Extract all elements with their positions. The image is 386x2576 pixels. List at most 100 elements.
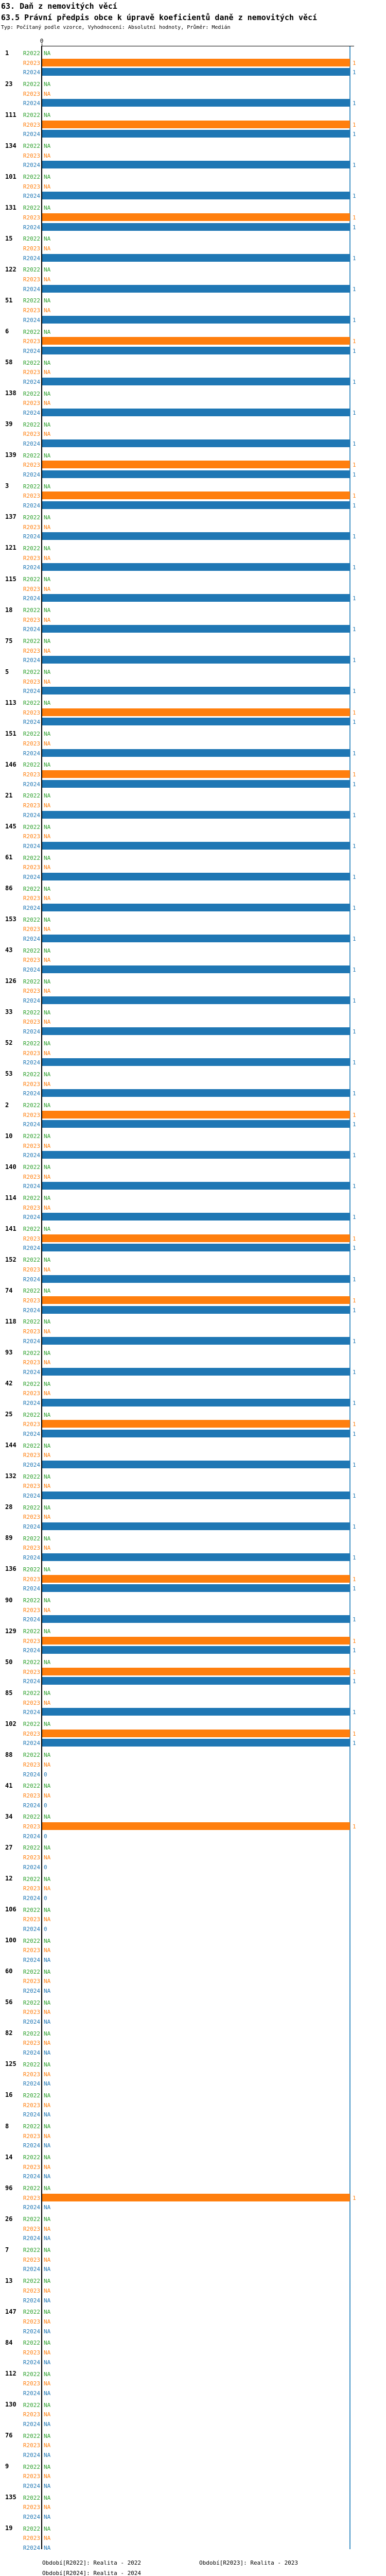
category-label: 10 (5, 1132, 13, 1140)
na-value-label: NA (44, 2040, 51, 2047)
bar-r2023 (42, 1667, 350, 1675)
bar-value-label: 1 (353, 709, 356, 716)
series-year-label: R2022 (23, 2525, 40, 2532)
category-label: 113 (5, 699, 16, 706)
na-value-label: NA (44, 926, 51, 933)
na-value-label: NA (44, 2092, 51, 2099)
category-label: 53 (5, 1070, 13, 1078)
bar-value-label: 1 (353, 1307, 356, 1314)
series-year-label: R2022 (23, 1783, 40, 1790)
series-year-label: R2024 (23, 440, 40, 447)
bar-r2024 (42, 934, 350, 942)
zero-value-label: 0 (44, 1802, 47, 1809)
bar-r2024 (42, 1336, 350, 1345)
bar-value-label: 1 (353, 873, 356, 880)
na-value-label: NA (44, 2411, 51, 2418)
bar-r2024 (42, 439, 350, 447)
na-value-label: NA (44, 1504, 51, 1511)
category-label: 28 (5, 1503, 13, 1511)
bar-value-label: 1 (353, 378, 356, 385)
bar-value-label: 1 (353, 1337, 356, 1345)
bar-r2024 (42, 1182, 350, 1190)
na-value-label: NA (44, 1999, 51, 2006)
na-value-label: NA (44, 276, 51, 283)
series-year-label: R2022 (23, 1318, 40, 1326)
bar-r2024 (42, 1491, 350, 1499)
series-year-label: R2022 (23, 2370, 40, 2378)
na-value-label: NA (44, 2328, 51, 2335)
series-year-label: R2024 (23, 1337, 40, 1345)
bar-r2024 (42, 99, 350, 107)
series-year-label: R2024 (23, 564, 40, 571)
series-year-label: R2024 (23, 2482, 40, 2489)
na-value-label: NA (44, 2132, 51, 2140)
series-year-label: R2022 (23, 1597, 40, 1604)
series-year-label: R2022 (23, 205, 40, 212)
series-year-label: R2023 (23, 1328, 40, 1335)
series-year-label: R2022 (23, 978, 40, 985)
bar-value-label: 1 (353, 1492, 356, 1499)
series-year-label: R2023 (23, 1452, 40, 1459)
category-label: 7 (5, 2246, 9, 2253)
na-value-label: NA (44, 400, 51, 407)
na-value-label: NA (44, 2018, 51, 2025)
series-year-label: R2023 (23, 1173, 40, 1180)
na-value-label: NA (44, 1721, 51, 1728)
bar-value-label: 1 (353, 347, 356, 354)
na-value-label: NA (44, 1483, 51, 1490)
na-value-label: NA (44, 1257, 51, 1264)
series-year-label: R2023 (23, 400, 40, 407)
series-year-label: R2023 (23, 1204, 40, 1211)
series-year-label: R2022 (23, 452, 40, 459)
series-year-label: R2023 (23, 2132, 40, 2140)
series-year-label: R2022 (23, 1164, 40, 1171)
bar-r2024 (42, 594, 350, 602)
series-year-label: R2023 (23, 2225, 40, 2232)
na-value-label: NA (44, 1514, 51, 1521)
series-year-label: R2022 (23, 2185, 40, 2192)
series-year-label: R2022 (23, 235, 40, 243)
series-year-label: R2022 (23, 1535, 40, 1542)
series-year-label: R2023 (23, 1668, 40, 1675)
bar-value-label: 1 (353, 1554, 356, 1562)
series-year-label: R2024 (23, 1090, 40, 1097)
series-year-label: R2023 (23, 771, 40, 778)
bar-r2024 (42, 687, 350, 695)
series-year-label: R2024 (23, 966, 40, 973)
legend-period-r2023: Období[R2023]: Realita - 2023 (199, 2560, 299, 2566)
na-value-label: NA (44, 2359, 51, 2366)
series-year-label: R2022 (23, 1133, 40, 1140)
category-label: 130 (5, 2401, 16, 2409)
series-year-label: R2024 (23, 100, 40, 107)
zero-value-label: 0 (44, 1925, 47, 1933)
bar-value-label: 1 (353, 1121, 356, 1128)
bar-value-label: 1 (353, 1214, 356, 1221)
series-year-label: R2022 (23, 1009, 40, 1016)
series-year-label: R2023 (23, 214, 40, 221)
bar-value-label: 1 (353, 1678, 356, 1685)
na-value-label: NA (44, 1783, 51, 1790)
bar-value-label: 1 (353, 1585, 356, 1592)
bar-value-label: 1 (353, 1575, 356, 1583)
page-title: 63. Daň z nemovitých věcí (1, 2, 117, 11)
category-label: 126 (5, 977, 16, 985)
series-year-label: R2022 (23, 1566, 40, 1573)
series-year-label: R2024 (23, 162, 40, 169)
series-year-label: R2023 (23, 1514, 40, 1521)
na-value-label: NA (44, 585, 51, 592)
bar-r2024 (42, 223, 350, 231)
bar-value-label: 1 (353, 1823, 356, 1831)
series-year-label: R2022 (23, 916, 40, 923)
series-year-label: R2024 (23, 471, 40, 478)
series-year-label: R2022 (23, 885, 40, 892)
category-label: 96 (5, 2184, 13, 2192)
na-value-label: NA (44, 2432, 51, 2439)
bar-r2024 (42, 625, 350, 633)
series-year-label: R2023 (23, 2473, 40, 2480)
na-value-label: NA (44, 2473, 51, 2480)
series-year-label: R2024 (23, 502, 40, 510)
series-year-label: R2022 (23, 1071, 40, 1078)
na-value-label: NA (44, 2349, 51, 2357)
bar-r2024 (42, 749, 350, 757)
series-year-label: R2022 (23, 1504, 40, 1511)
